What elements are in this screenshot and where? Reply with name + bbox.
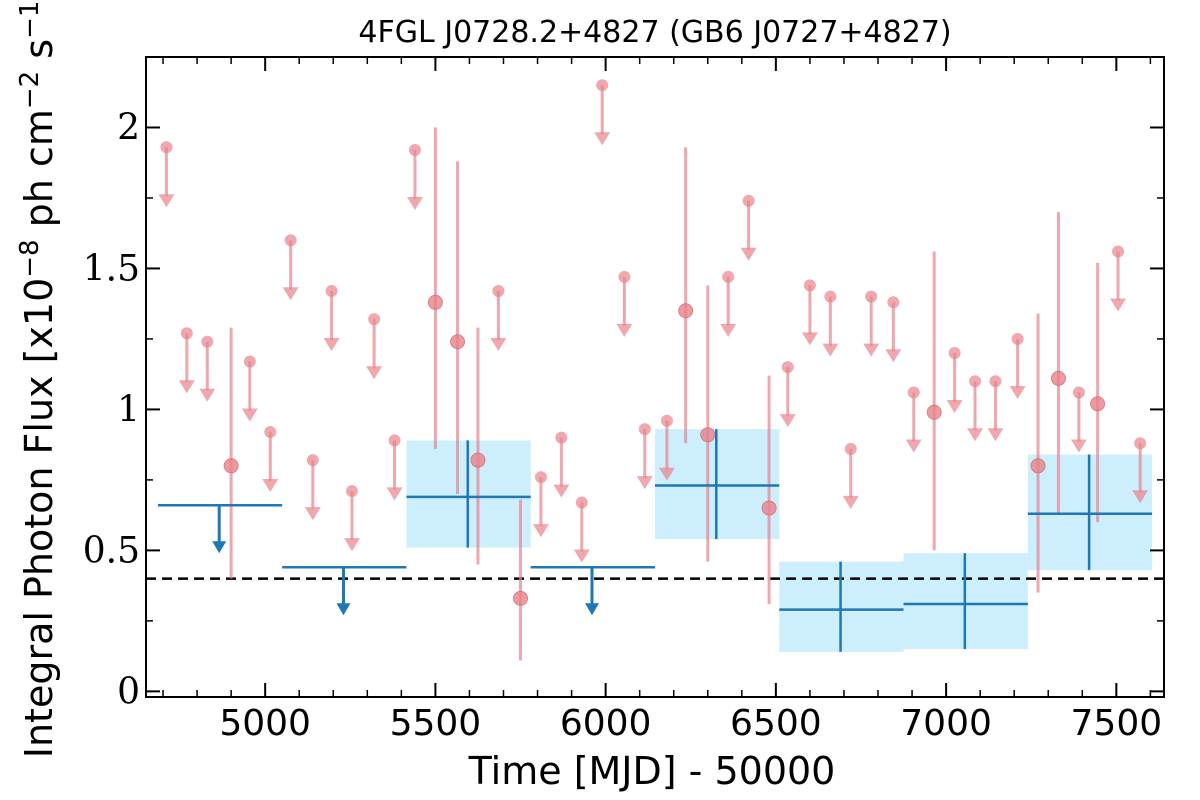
short-bin-point: [223, 458, 239, 474]
short-bin-upper-limit-arrow-head: [822, 343, 839, 357]
short-bin-upper-limit-arrow-head: [178, 380, 195, 394]
short-bin-upper-limit-arrow-head: [573, 549, 590, 563]
short-bin-upper-limit-arrow-head: [304, 507, 321, 521]
y-axis-label-main: Integral Photon Flux [x10: [17, 278, 61, 759]
x-tick-label: 7500: [1071, 703, 1163, 744]
short-bin-upper-limit-arrow-head: [863, 343, 880, 357]
short-bin-upper-limit-arrow-head: [343, 538, 360, 552]
y-axis-label-exp1: −8: [15, 239, 45, 277]
short-bin-upper-limit-arrow-head: [720, 323, 737, 337]
long-bin-upper-limit-arrow-head: [336, 603, 351, 616]
long-bin-marks: [157, 429, 1153, 652]
axis-ticks: 5000 5500 6000 6500 7000 7500 0 0.5 1 1.5 2: [83, 57, 1164, 744]
short-bin-point: [1090, 396, 1106, 412]
short-bin-upper-limit-arrow-head: [594, 132, 611, 146]
short-bin-point: [1050, 370, 1066, 386]
short-bin-upper-limit-arrow-head: [740, 247, 757, 261]
short-bin-upper-limit-arrow-head: [1110, 298, 1127, 312]
y-axis-label-mid: ph cm: [17, 109, 61, 239]
short-bin-upper-limit-arrow-head: [386, 487, 403, 501]
x-tick-label: 6500: [730, 703, 822, 744]
short-bin-point: [427, 294, 443, 310]
short-bin-upper-limit-arrow-head: [323, 338, 340, 352]
short-bin-point: [450, 334, 466, 350]
y-tick-label: 0: [117, 671, 140, 712]
short-bin-point: [926, 404, 942, 420]
short-bin-upper-limit-arrow-head: [532, 524, 549, 538]
y-tick-label: 1: [117, 389, 140, 430]
short-bin-upper-limit-arrow-head: [262, 478, 279, 492]
short-bin-upper-limit-arrow-head: [406, 197, 423, 211]
plot-frame: [145, 56, 1165, 698]
short-bin-upper-limit-arrow-head: [1132, 490, 1149, 504]
y-axis-label-exp3: −1: [15, 1, 45, 39]
short-bin-upper-limit-arrow-head: [905, 439, 922, 453]
short-bin-upper-limit-arrow-head: [199, 388, 216, 402]
short-bin-upper-limit-arrow-head: [366, 366, 383, 380]
short-bin-point: [470, 452, 486, 468]
short-bin-upper-limit-arrow-head: [636, 476, 653, 490]
short-bin-upper-limit-arrow-head: [1009, 385, 1026, 399]
y-axis-label-end: ]: [17, 0, 61, 1]
short-bin-upper-limit-arrow-head: [987, 428, 1004, 442]
short-bin-point: [700, 427, 716, 443]
long-bin-upper-limit-arrow-head: [585, 603, 600, 616]
short-bin-upper-limit-arrow-head: [553, 484, 570, 498]
x-axis-label: Time [MJD] - 50000: [468, 749, 836, 793]
x-tick-label: 5000: [219, 703, 311, 744]
y-tick-label: 0.5: [83, 530, 140, 571]
short-bin-upper-limit-arrow-head: [842, 495, 859, 509]
long-bin-upper-limit-arrow-head: [212, 541, 227, 554]
x-tick-label: 6000: [560, 703, 652, 744]
short-bin-upper-limit-arrow-head: [967, 428, 984, 442]
short-bin-upper-limit-arrow-head: [885, 349, 902, 363]
short-bin-upper-limit-arrow-head: [658, 467, 675, 481]
y-tick-label: 1.5: [83, 248, 140, 289]
y-axis-label: Integral Photon Flux [x10−8 ph cm−2 s−1]: [15, 0, 61, 758]
short-bin-upper-limit-arrow-head: [490, 338, 507, 352]
short-bin-point: [761, 500, 777, 516]
short-bin-upper-limit-arrow-head: [801, 332, 818, 346]
x-tick-label: 7000: [900, 703, 992, 744]
y-tick-label: 2: [117, 107, 140, 148]
short-bin-upper-limit-arrow-head: [158, 194, 175, 208]
x-tick-label: 5500: [390, 703, 482, 744]
short-bin-point: [513, 590, 529, 606]
y-axis-label-exp2: −2: [15, 71, 45, 109]
short-bin-upper-limit-arrow-head: [1070, 439, 1087, 453]
short-bin-upper-limit-arrow-head: [946, 400, 963, 414]
short-bin-upper-limit-arrow-head: [779, 414, 796, 428]
y-axis-label-s: s: [17, 39, 61, 71]
short-bin-point: [678, 303, 694, 319]
short-bin-marks: [158, 79, 1149, 661]
short-bin-upper-limit-arrow-head: [282, 287, 299, 301]
short-bin-upper-limit-arrow-head: [616, 323, 633, 337]
short-bin-point: [1030, 458, 1046, 474]
chart-title: 4FGL J0728.2+4827 (GB6 J0727+4827): [358, 15, 951, 50]
short-bin-upper-limit-arrow-head: [241, 408, 258, 422]
